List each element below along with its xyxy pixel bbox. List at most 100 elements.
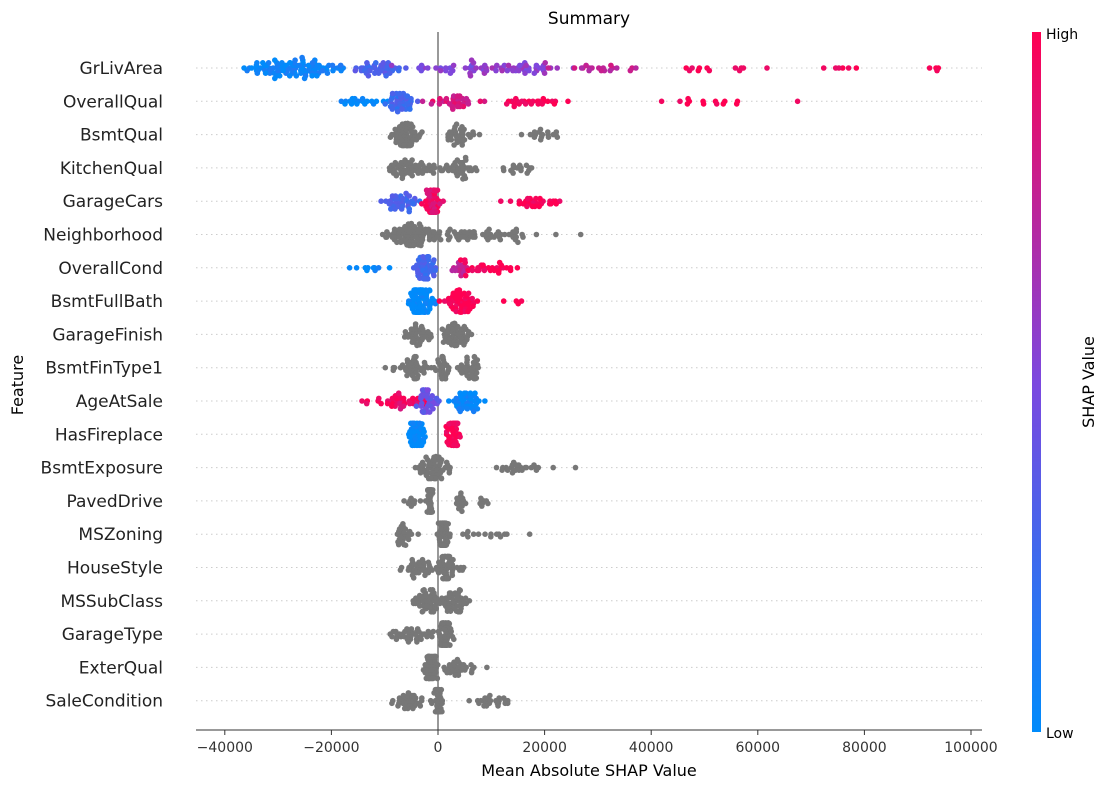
shap-point	[470, 234, 476, 240]
shap-point	[319, 67, 326, 74]
shap-point	[451, 636, 457, 643]
shap-point	[487, 267, 494, 274]
shap-point	[395, 67, 402, 74]
shap-point	[392, 206, 398, 212]
feature-label: BsmtFinType1	[45, 359, 163, 379]
shap-point	[276, 73, 283, 79]
shap-point	[524, 170, 530, 176]
shap-point	[432, 653, 439, 660]
shap-point	[553, 231, 559, 238]
shap-point	[337, 62, 344, 69]
shap-point	[454, 287, 460, 294]
shap-point	[468, 372, 475, 379]
shap-point	[457, 339, 464, 346]
shap-point	[459, 567, 466, 573]
shap-point	[406, 242, 413, 249]
shap-point	[405, 567, 412, 573]
shap-point	[429, 633, 435, 640]
point-cloud	[241, 54, 942, 715]
shap-point	[470, 303, 476, 310]
shap-point	[430, 628, 437, 635]
shap-point	[476, 131, 483, 138]
shap-point	[309, 73, 315, 79]
shap-point	[454, 93, 461, 99]
shap-point	[407, 428, 413, 435]
shap-point	[418, 462, 424, 468]
shap-point	[453, 121, 460, 127]
shap-point	[473, 65, 479, 71]
shap-point	[447, 70, 454, 76]
shap-point	[524, 195, 531, 202]
shap-point	[439, 167, 446, 174]
shap-point	[458, 490, 464, 496]
shap-point	[444, 608, 451, 614]
shap-point	[421, 587, 427, 593]
shap-point	[420, 253, 426, 260]
shap-point	[504, 67, 511, 74]
shap-point	[452, 672, 459, 678]
shap-point	[677, 98, 683, 105]
shap-point	[528, 101, 535, 107]
shap-point	[474, 298, 481, 304]
shap-point	[446, 300, 453, 307]
shap-point	[416, 342, 423, 348]
shap-point	[435, 357, 441, 363]
shap-point	[423, 592, 430, 599]
shap-point	[293, 73, 300, 79]
shap-point	[454, 420, 461, 427]
shap-point	[520, 234, 526, 240]
shap-point	[496, 259, 503, 266]
shap-point	[373, 98, 380, 105]
shap-point	[394, 108, 401, 115]
colorbar-title: SHAP Value	[1079, 336, 1098, 428]
shap-point	[457, 137, 463, 143]
shap-point	[526, 531, 533, 537]
colorbar-low-label: Low	[1046, 726, 1074, 742]
shap-point	[505, 62, 512, 69]
shap-point	[389, 234, 396, 240]
shap-point	[438, 475, 445, 482]
shap-point	[432, 300, 439, 307]
shap-point	[424, 603, 431, 609]
shap-point	[414, 639, 420, 645]
shap-point	[422, 498, 429, 504]
shap-point	[418, 242, 424, 249]
shap-point	[404, 626, 410, 632]
shap-point	[407, 106, 413, 112]
shap-point	[499, 67, 505, 74]
shap-point	[441, 542, 447, 548]
shap-point	[364, 60, 370, 66]
shap-point	[475, 531, 482, 537]
shap-point	[465, 534, 471, 540]
shap-point	[254, 60, 260, 66]
shap-point	[403, 65, 409, 71]
shap-point	[324, 70, 331, 76]
shap-point	[393, 139, 399, 146]
feature-label: BsmtFullBath	[51, 292, 163, 312]
shap-point	[522, 101, 529, 107]
shap-point	[486, 226, 492, 233]
shap-point	[411, 129, 418, 135]
shap-point	[454, 103, 461, 110]
shap-point	[389, 403, 395, 410]
shap-point	[443, 459, 450, 466]
feature-label: MSSubClass	[60, 592, 163, 612]
shap-point	[483, 67, 490, 74]
shap-point	[453, 342, 460, 349]
shap-point	[382, 101, 389, 107]
shap-point	[481, 98, 488, 105]
shap-point	[476, 700, 482, 707]
shap-point	[519, 467, 525, 474]
shap-point	[423, 454, 429, 461]
shap-point	[410, 705, 416, 712]
shap-point	[455, 609, 462, 615]
shap-point	[451, 142, 457, 148]
shap-point	[436, 229, 443, 235]
shap-point	[533, 62, 540, 69]
shap-point	[447, 531, 453, 537]
shap-point	[446, 101, 453, 107]
shap-point	[460, 531, 466, 537]
shap-point	[305, 62, 312, 69]
shap-point	[396, 226, 403, 233]
shap-point	[414, 98, 421, 105]
